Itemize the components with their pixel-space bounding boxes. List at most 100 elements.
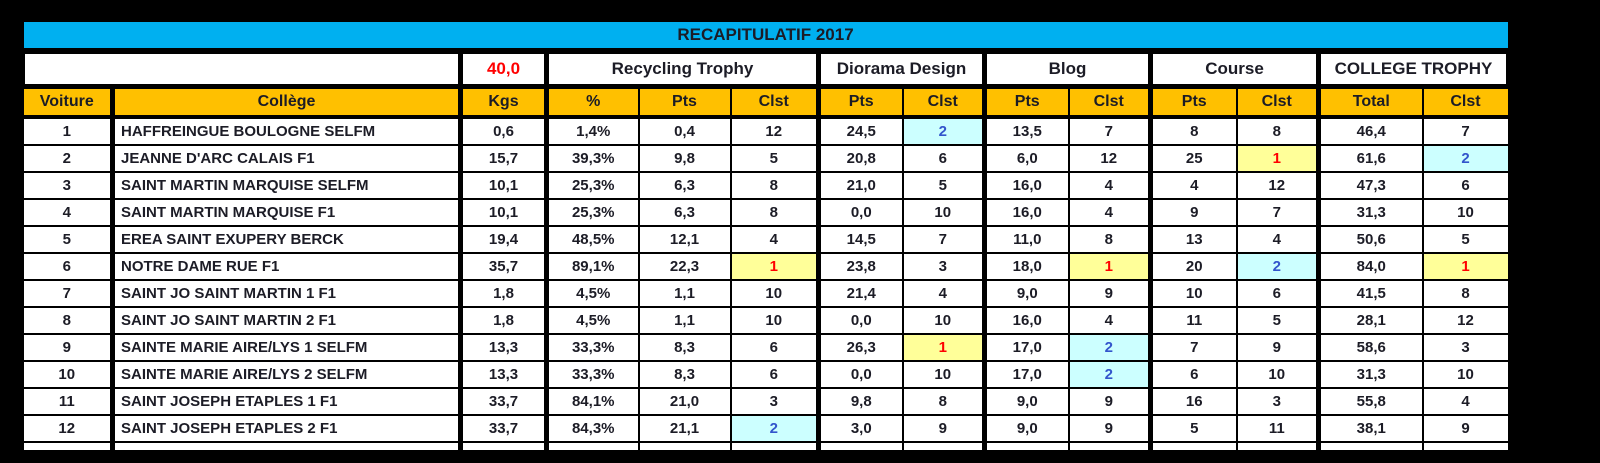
cell-r_clst-row11[interactable]: 3 <box>729 387 820 416</box>
cell-kgs-row8[interactable]: 1,8 <box>458 306 548 335</box>
cell-t_clst-row9[interactable]: 3 <box>1421 333 1510 362</box>
cell-d_clst-row2[interactable]: 6 <box>901 144 986 173</box>
cell-r_pts-row7[interactable]: 1,1 <box>637 279 732 308</box>
cell-r_clst-row9[interactable]: 6 <box>729 333 820 362</box>
col-header-course-clst[interactable]: Clst <box>1235 85 1320 119</box>
cell-t_clst-row8[interactable]: 12 <box>1421 306 1510 335</box>
cell-college-row9[interactable]: SAINTE MARIE AIRE/LYS 1 SELFM <box>110 333 462 362</box>
empty-merged-cell[interactable] <box>20 48 463 89</box>
cell-b_clst-row11[interactable]: 9 <box>1067 387 1152 416</box>
cell-d_pts-row10[interactable]: 0,0 <box>816 360 904 389</box>
cell-b_pts-row9[interactable]: 17,0 <box>982 333 1070 362</box>
cell-total-row7[interactable]: 41,5 <box>1316 279 1424 308</box>
cell-voiture-row9[interactable]: 9 <box>21 333 114 362</box>
cell-c_pts-row10[interactable]: 6 <box>1148 360 1238 389</box>
cell-d_pts-row11[interactable]: 9,8 <box>816 387 904 416</box>
cell-kgs-row9[interactable]: 13,3 <box>458 333 548 362</box>
col-header-college[interactable]: Collège <box>110 85 462 119</box>
cell-d_clst-row9[interactable]: 1 <box>901 333 986 362</box>
cell-kgs-row11[interactable]: 33,7 <box>458 387 548 416</box>
cell-t_clst-row5[interactable]: 5 <box>1421 225 1510 254</box>
cell-d_pts-row12[interactable]: 3,0 <box>816 414 904 443</box>
cell-b_pts-row3[interactable]: 16,0 <box>982 171 1070 200</box>
cell-d_clst-row10[interactable]: 10 <box>901 360 986 389</box>
cell-b_pts-row5[interactable]: 11,0 <box>982 225 1070 254</box>
cell-t_clst-row2[interactable]: 2 <box>1421 144 1510 173</box>
cell-voiture-row8[interactable]: 8 <box>21 306 114 335</box>
cell-b_clst-row3[interactable]: 4 <box>1067 171 1152 200</box>
cell-d_clst-row6[interactable]: 3 <box>901 252 986 281</box>
col-header-kgs[interactable]: Kgs <box>458 85 548 119</box>
cell-c_clst-row5[interactable]: 4 <box>1235 225 1320 254</box>
col-header-course-pts[interactable]: Pts <box>1148 85 1238 119</box>
group-blog[interactable]: Blog <box>982 48 1153 89</box>
cell-t_clst-row3[interactable]: 6 <box>1421 171 1510 200</box>
cell-voiture-row6[interactable]: 6 <box>21 252 114 281</box>
cell-b_clst-row1[interactable]: 7 <box>1067 116 1152 146</box>
cell-c_clst-row10[interactable]: 10 <box>1235 360 1320 389</box>
cell-total-row12[interactable]: 38,1 <box>1316 414 1424 443</box>
cell-r_clst-row8[interactable]: 10 <box>729 306 820 335</box>
cell-r_clst-row1[interactable]: 12 <box>729 116 820 146</box>
cell-college-row10[interactable]: SAINTE MARIE AIRE/LYS 2 SELFM <box>110 360 462 389</box>
cell-pct-row9[interactable]: 33,3% <box>544 333 640 362</box>
cell-college-row3[interactable]: SAINT MARTIN MARQUISE SELFM <box>110 171 462 200</box>
cell-college-row6[interactable]: NOTRE DAME RUE F1 <box>110 252 462 281</box>
cell-total-row1[interactable]: 46,4 <box>1316 116 1424 146</box>
cell-r_pts-row2[interactable]: 9,8 <box>637 144 732 173</box>
cell-kgs-row6[interactable]: 35,7 <box>458 252 548 281</box>
cell-c_pts-row7[interactable]: 10 <box>1148 279 1238 308</box>
cell-r_clst-row4[interactable]: 8 <box>729 198 820 227</box>
cell-b_pts-row7[interactable]: 9,0 <box>982 279 1070 308</box>
cell-kgs-row2[interactable]: 15,7 <box>458 144 548 173</box>
cell-college-row5[interactable]: EREA SAINT EXUPERY BERCK <box>110 225 462 254</box>
cell-b_pts-row2[interactable]: 6,0 <box>982 144 1070 173</box>
cell-r_clst-row7[interactable]: 10 <box>729 279 820 308</box>
cell-t_clst-row10[interactable]: 10 <box>1421 360 1510 389</box>
cell-b_clst-row10[interactable]: 2 <box>1067 360 1152 389</box>
cell-c_pts-row6[interactable]: 20 <box>1148 252 1238 281</box>
group-course[interactable]: Course <box>1148 48 1321 89</box>
cell-c_clst-row3[interactable]: 12 <box>1235 171 1320 200</box>
kgs-target-cell[interactable]: 40,0 <box>458 48 549 89</box>
cell-pct-row4[interactable]: 25,3% <box>544 198 640 227</box>
col-header-pct[interactable]: % <box>544 85 640 119</box>
cell-c_clst-row7[interactable]: 6 <box>1235 279 1320 308</box>
cell-kgs-row4[interactable]: 10,1 <box>458 198 548 227</box>
cell-b_pts-row10[interactable]: 17,0 <box>982 360 1070 389</box>
cell-total-row11[interactable]: 55,8 <box>1316 387 1424 416</box>
cell-voiture-row1[interactable]: 1 <box>21 116 114 146</box>
col-header-total[interactable]: Total <box>1316 85 1424 119</box>
cell-college-row7[interactable]: SAINT JO SAINT MARTIN 1 F1 <box>110 279 462 308</box>
cell-b_clst-row9[interactable]: 2 <box>1067 333 1152 362</box>
group-recycling-trophy[interactable]: Recycling Trophy <box>544 48 821 89</box>
cell-pct-row1[interactable]: 1,4% <box>544 116 640 146</box>
cell-t_clst-row7[interactable]: 8 <box>1421 279 1510 308</box>
cell-pct-row12[interactable]: 84,3% <box>544 414 640 443</box>
cell-b_pts-row11[interactable]: 9,0 <box>982 387 1070 416</box>
col-header-total-clst[interactable]: Clst <box>1421 85 1510 119</box>
cell-r_clst-row12[interactable]: 2 <box>729 414 820 443</box>
cell-c_clst-row4[interactable]: 7 <box>1235 198 1320 227</box>
cell-college-row11[interactable]: SAINT JOSEPH ETAPLES 1 F1 <box>110 387 462 416</box>
cell-r_clst-row2[interactable]: 5 <box>729 144 820 173</box>
cell-pct-row6[interactable]: 89,1% <box>544 252 640 281</box>
cell-d_clst-row3[interactable]: 5 <box>901 171 986 200</box>
cell-d_pts-row1[interactable]: 24,5 <box>816 116 904 146</box>
cell-c_clst-row12[interactable]: 11 <box>1235 414 1320 443</box>
cell-c_pts-row8[interactable]: 11 <box>1148 306 1238 335</box>
cell-d_clst-row1[interactable]: 2 <box>901 116 986 146</box>
cell-d_pts-row3[interactable]: 21,0 <box>816 171 904 200</box>
cell-total-row3[interactable]: 47,3 <box>1316 171 1424 200</box>
cell-college-row12[interactable]: SAINT JOSEPH ETAPLES 2 F1 <box>110 414 462 443</box>
cell-kgs-row3[interactable]: 10,1 <box>458 171 548 200</box>
cell-voiture-row11[interactable]: 11 <box>21 387 114 416</box>
cell-voiture-row4[interactable]: 4 <box>21 198 114 227</box>
cell-t_clst-row12[interactable]: 9 <box>1421 414 1510 443</box>
cell-c_clst-row8[interactable]: 5 <box>1235 306 1320 335</box>
cell-d_clst-row11[interactable]: 8 <box>901 387 986 416</box>
col-header-recycling-clst[interactable]: Clst <box>729 85 820 119</box>
cell-total-row6[interactable]: 84,0 <box>1316 252 1424 281</box>
cell-d_clst-row8[interactable]: 10 <box>901 306 986 335</box>
group-diorama-design[interactable]: Diorama Design <box>816 48 987 89</box>
